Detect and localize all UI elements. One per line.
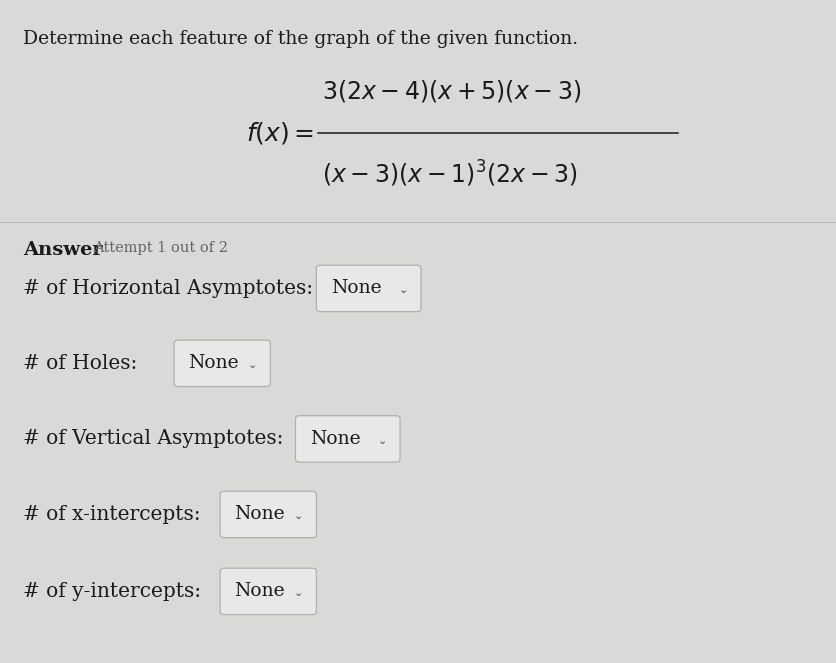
Text: Answer: Answer xyxy=(23,241,103,259)
Text: ⌄: ⌄ xyxy=(293,511,303,522)
Text: # of Horizontal Asymptotes:: # of Horizontal Asymptotes: xyxy=(23,279,314,298)
Text: ⌄: ⌄ xyxy=(293,588,303,599)
Text: # of y-intercepts:: # of y-intercepts: xyxy=(23,582,201,601)
Text: Attempt 1 out of 2: Attempt 1 out of 2 xyxy=(93,241,227,255)
FancyBboxPatch shape xyxy=(220,568,316,615)
Text: None: None xyxy=(330,279,380,298)
Text: Determine each feature of the graph of the given function.: Determine each feature of the graph of t… xyxy=(23,30,578,48)
FancyBboxPatch shape xyxy=(295,416,400,462)
Text: ⌄: ⌄ xyxy=(377,436,387,446)
Text: None: None xyxy=(309,430,359,448)
FancyBboxPatch shape xyxy=(174,340,270,387)
Text: None: None xyxy=(188,354,238,373)
Text: ⌄: ⌄ xyxy=(398,285,408,296)
Text: $3(2x-4)(x+5)(x-3)$: $3(2x-4)(x+5)(x-3)$ xyxy=(322,78,581,104)
Text: $f(x)=$: $f(x)=$ xyxy=(245,119,314,146)
FancyBboxPatch shape xyxy=(316,265,421,312)
Text: None: None xyxy=(234,582,284,601)
Text: ⌄: ⌄ xyxy=(247,360,257,371)
Text: $(x-3)(x-1)^{3}(2x-3)$: $(x-3)(x-1)^{3}(2x-3)$ xyxy=(322,159,578,190)
FancyBboxPatch shape xyxy=(220,491,316,538)
Text: None: None xyxy=(234,505,284,524)
Text: # of Vertical Asymptotes:: # of Vertical Asymptotes: xyxy=(23,430,283,448)
Text: # of x-intercepts:: # of x-intercepts: xyxy=(23,505,201,524)
Text: # of Holes:: # of Holes: xyxy=(23,354,138,373)
